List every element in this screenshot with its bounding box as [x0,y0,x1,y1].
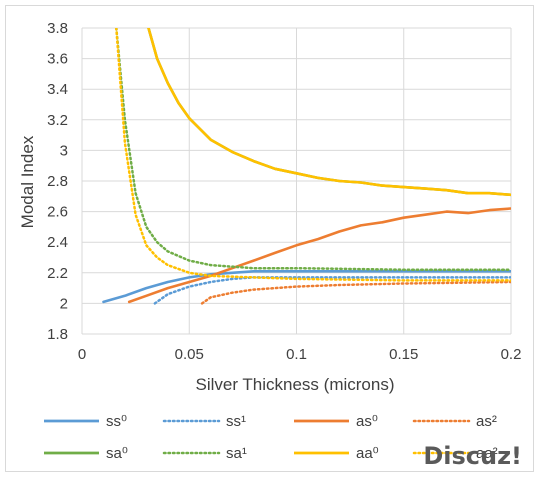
series-line-3 [200,280,511,305]
y-tick-label: 2.8 [47,173,68,190]
legend-label-1: ss¹ [226,413,246,430]
y-tick-label: 3 [60,142,68,159]
series-line-5 [115,28,511,271]
y-axis-title: Modal Index [18,135,37,228]
x-tick-label: 0.15 [389,346,418,363]
legend-label-2: as⁰ [356,413,378,430]
y-tick-label: 3.6 [47,51,68,68]
y-tick-label: 2.2 [47,265,68,282]
y-tick-label: 2 [60,295,68,312]
legend-label-0: ss⁰ [106,413,127,430]
y-tick-label: 3.8 [47,20,68,37]
series-line-7 [115,28,511,282]
x-tick-label: 0.2 [501,346,522,363]
series-lines [102,28,511,305]
x-tick-label: 0.1 [286,346,307,363]
legend-label-5: sa¹ [226,445,247,462]
y-tick-label: 3.2 [47,112,68,129]
series-line-0 [102,270,511,304]
y-tick-labels: 1.8 2 2.2 2.4 2.6 2.8 3 3.2 3.4 3.6 3.8 [47,20,68,343]
x-axis-title: Silver Thickness (microns) [195,375,394,394]
x-tick-label: 0 [78,346,86,363]
series-line-6 [147,28,511,197]
legend-label-7: aa² [476,445,498,462]
y-tick-label: 3.4 [47,81,68,98]
y-tick-label: 2.4 [47,234,68,251]
y-tick-label: 2.6 [47,204,68,221]
chart-frame [5,5,534,472]
legend-label-4: sa⁰ [106,445,128,462]
legend-label-3: as² [476,413,497,430]
x-tick-label: 0.05 [175,346,204,363]
legend: ss⁰ ss¹ as⁰ as² sa⁰ sa¹ aa⁰ aa² [44,413,498,462]
y-tick-label: 1.8 [47,326,68,343]
x-tick-labels: 0 0.05 0.1 0.15 0.2 [78,346,522,363]
legend-label-6: aa⁰ [356,445,379,462]
watermark-text: Discuz! [423,442,522,470]
series-line-2 [127,207,511,304]
